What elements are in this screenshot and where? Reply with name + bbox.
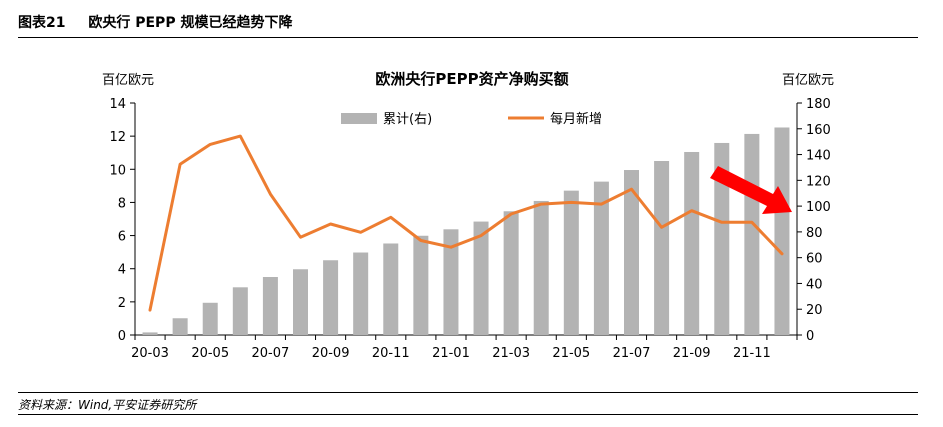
x-tick-label: 21-07: [613, 346, 651, 361]
legend-line-label: 每月新增: [550, 111, 602, 127]
line-series: [148, 134, 784, 312]
y-right-tick-label: 120: [806, 174, 831, 189]
bar-cumulative: [654, 161, 670, 335]
y-right-tick-label: 80: [806, 226, 823, 241]
x-tick-label: 20-09: [312, 346, 350, 361]
bar-cumulative: [413, 235, 429, 335]
figure-number: 图表21: [18, 15, 66, 31]
legend-bar-swatch: [341, 113, 377, 124]
bar-cumulative: [533, 200, 549, 335]
bar-cumulative: [262, 277, 278, 335]
y-left-tick-label: 10: [109, 163, 126, 178]
bar-cumulative: [443, 229, 459, 335]
y-right-axis-label: 百亿欧元: [782, 73, 834, 88]
x-tick-label: 21-03: [492, 346, 530, 361]
header-rule: [18, 37, 918, 38]
figure-title: 欧央行 PEPP 规模已经趋势下降: [88, 15, 293, 31]
bar-cumulative: [714, 142, 730, 335]
bar-cumulative: [563, 190, 579, 335]
x-tick-label: 21-01: [432, 346, 470, 361]
chart-title: 欧洲央行PEPP资产净购买额: [375, 70, 568, 88]
y-right-tick-label: 180: [806, 97, 831, 112]
legend-bar-label: 累计(右): [383, 112, 432, 127]
bar-cumulative: [232, 287, 248, 335]
line-monthly-new: [148, 134, 784, 312]
x-tick-label: 21-05: [552, 346, 590, 361]
y-right-tick-label: 0: [806, 329, 814, 344]
bar-cumulative: [293, 269, 308, 335]
axes: 0246810121402040608010012014016018020-03…: [109, 97, 830, 361]
y-right-tick-label: 60: [806, 252, 823, 267]
y-right-tick-label: 100: [806, 200, 831, 215]
y-right-tick-label: 160: [806, 123, 831, 138]
source-note: 资料来源：Wind,平安证券研究所: [18, 398, 197, 412]
bar-cumulative: [383, 243, 399, 335]
bar-cumulative: [473, 221, 489, 335]
bar-cumulative: [503, 211, 519, 335]
bar-cumulative: [684, 151, 700, 335]
bar-cumulative: [353, 252, 369, 335]
x-tick-label: 20-07: [252, 346, 290, 361]
footer-rule-bottom: [18, 414, 918, 415]
bar-cumulative: [202, 302, 218, 335]
y-left-tick-label: 8: [118, 196, 126, 211]
footer-rule: [18, 392, 918, 393]
y-left-tick-label: 14: [109, 97, 126, 112]
y-right-tick-label: 140: [806, 149, 831, 164]
y-right-tick-label: 40: [806, 277, 823, 292]
x-tick-label: 20-05: [191, 346, 229, 361]
y-left-axis-label: 百亿欧元: [102, 73, 154, 88]
x-tick-label: 20-03: [131, 346, 169, 361]
bar-cumulative: [142, 332, 158, 335]
bar-cumulative: [774, 127, 790, 335]
bar-cumulative: [744, 133, 760, 335]
y-left-tick-label: 0: [118, 329, 126, 344]
bar-cumulative: [593, 181, 609, 335]
y-left-tick-label: 2: [118, 296, 126, 311]
bars: [142, 127, 790, 335]
bar-cumulative: [172, 318, 188, 335]
trend-arrow: [710, 166, 792, 214]
y-right-tick-label: 20: [806, 303, 823, 318]
x-tick-label: 20-11: [372, 346, 410, 361]
x-tick-label: 21-11: [733, 346, 771, 361]
y-left-tick-label: 4: [118, 263, 126, 278]
y-left-tick-label: 12: [109, 130, 126, 145]
x-tick-label: 21-09: [673, 346, 711, 361]
bar-cumulative: [624, 170, 639, 335]
y-left-tick-label: 6: [118, 230, 126, 245]
legend: 累计(右) 每月新增: [341, 111, 602, 127]
bar-cumulative: [323, 260, 339, 335]
figure-header: 图表21 欧央行 PEPP 规模已经趋势下降: [18, 12, 292, 32]
